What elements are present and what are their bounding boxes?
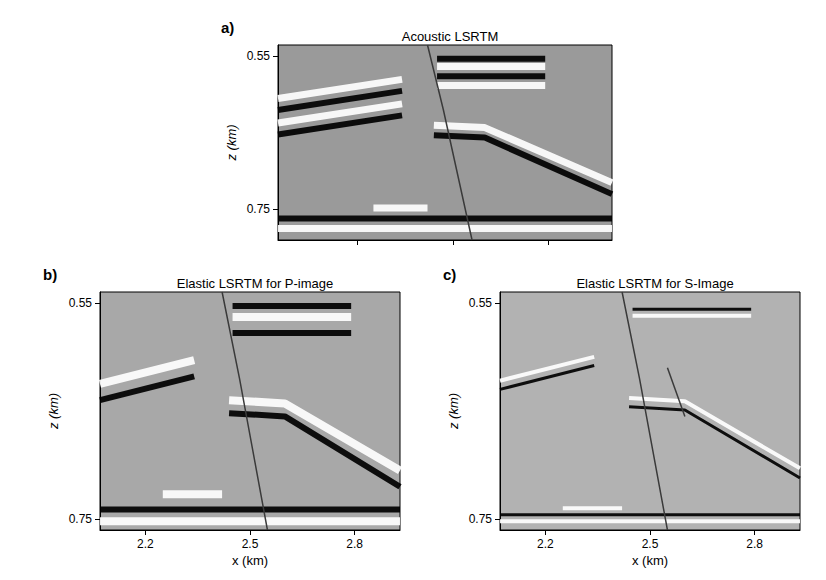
svg-text:0.75: 0.75 <box>469 512 493 526</box>
svg-text:2.2: 2.2 <box>537 537 554 551</box>
svg-text:0.55: 0.55 <box>247 49 271 63</box>
svg-text:x (km): x (km) <box>632 553 668 568</box>
svg-text:Elastic LSRTM for S-Image: Elastic LSRTM for S-Image <box>576 276 733 291</box>
svg-text:a): a) <box>221 19 234 36</box>
svg-text:2.2: 2.2 <box>137 537 154 551</box>
svg-text:Acoustic LSRTM: Acoustic LSRTM <box>402 29 499 44</box>
svg-text:0.75: 0.75 <box>69 512 93 526</box>
svg-text:z (km): z (km) <box>224 124 239 161</box>
svg-text:Elastic LSRTM for P-image: Elastic LSRTM for P-image <box>177 276 334 291</box>
svg-text:b): b) <box>43 266 57 283</box>
svg-text:0.55: 0.55 <box>69 296 93 310</box>
svg-text:2.5: 2.5 <box>242 537 259 551</box>
svg-text:0.55: 0.55 <box>469 296 493 310</box>
svg-text:z (km): z (km) <box>446 393 461 430</box>
svg-text:c): c) <box>443 266 456 283</box>
svg-text:z (km): z (km) <box>46 393 61 430</box>
svg-text:2.5: 2.5 <box>642 537 659 551</box>
svg-text:x (km): x (km) <box>232 553 268 568</box>
svg-text:0.75: 0.75 <box>247 202 271 216</box>
svg-text:2.8: 2.8 <box>746 537 763 551</box>
svg-text:2.8: 2.8 <box>346 537 363 551</box>
